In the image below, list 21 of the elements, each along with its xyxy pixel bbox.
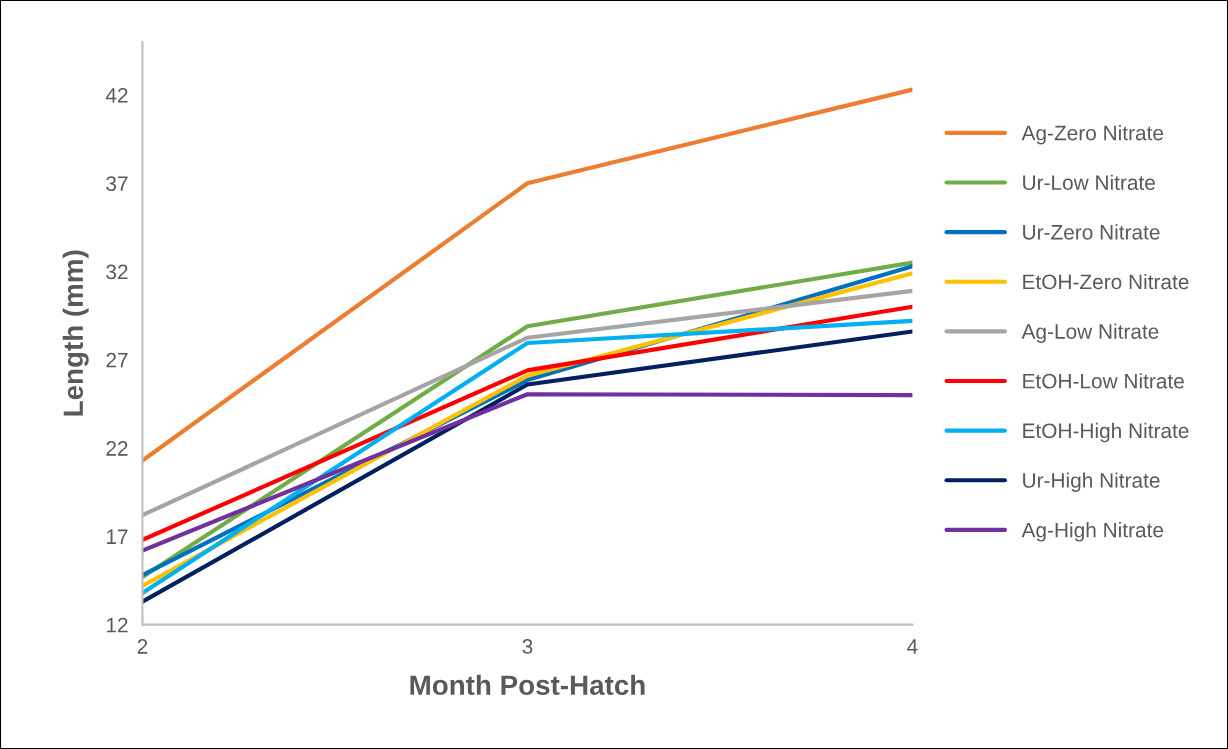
legend-label: Ag-High Nitrate: [1021, 522, 1164, 542]
x-axis-title: Month Post-Hatch: [410, 674, 645, 696]
y-tick-label: 42: [105, 87, 128, 103]
legend-label: Ag-Low Nitrate: [1021, 323, 1159, 344]
x-tick-label: 4: [907, 639, 918, 654]
legend-label: Ur-Low Nitrate: [1023, 174, 1155, 191]
x-tick-label: 2: [137, 639, 148, 654]
y-tick-label: 27: [106, 352, 128, 368]
legend-label: Ur-High Nitrate: [1023, 472, 1160, 492]
y-tick-label: 32: [106, 264, 128, 280]
y-axis-title: Length (mm): [62, 250, 89, 416]
legend-label: Ur-Zero Nitrate: [1023, 224, 1160, 240]
legend-label: EtOH-Zero Nitrate: [1023, 273, 1189, 290]
y-tick-label: 17: [106, 529, 128, 544]
y-tick-label: 12: [106, 617, 128, 633]
legend-label: EtOH-High Nitrate: [1023, 422, 1189, 443]
x-tick-label: 3: [522, 639, 533, 654]
y-tick-label: 22: [106, 441, 128, 456]
y-tick-label: 37: [106, 176, 128, 191]
legend-label: Ag-Zero Nitrate: [1021, 125, 1164, 145]
legend-label: EtOH-Low Nitrate: [1023, 373, 1184, 389]
